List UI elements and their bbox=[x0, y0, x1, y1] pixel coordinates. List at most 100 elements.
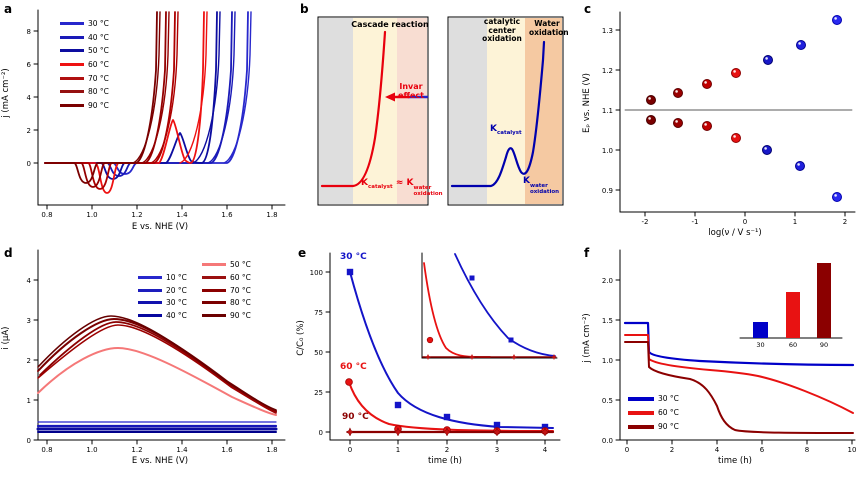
legend-item: 40 °C bbox=[60, 33, 109, 42]
legend-swatch bbox=[202, 263, 226, 266]
legend-item: 70 °C bbox=[202, 286, 251, 295]
k-symbol: K bbox=[406, 178, 414, 188]
point-highlight bbox=[733, 135, 736, 138]
x-tick-label: 1.2 bbox=[131, 446, 142, 454]
bar-label: 90 bbox=[820, 341, 828, 349]
x-tick-label: 8 bbox=[805, 446, 809, 454]
invar-effect-label: Invar effect bbox=[398, 82, 424, 101]
point-anodic bbox=[731, 68, 741, 78]
y-tick-label: 1 bbox=[27, 397, 31, 405]
stability-30C bbox=[623, 321, 855, 367]
inset-marker-star bbox=[469, 354, 475, 360]
band-gray bbox=[449, 18, 487, 204]
x-tick-label: 2 bbox=[843, 218, 847, 226]
point-highlight bbox=[704, 81, 707, 84]
k-subscript-line: water bbox=[529, 183, 548, 189]
k-subscript: catalyst bbox=[367, 183, 393, 190]
panel-c-y-axis-title: Eₚ vs. NHE (V) bbox=[582, 73, 592, 133]
point-highlight bbox=[797, 163, 800, 166]
legend-label: 10 °C bbox=[166, 273, 187, 282]
point-highlight bbox=[765, 57, 768, 60]
marker-square bbox=[346, 268, 354, 276]
x-tick-label: 6 bbox=[760, 446, 765, 454]
panel-f-y-axis-title: j (mA cm⁻²) bbox=[582, 313, 592, 363]
k-symbol: K bbox=[490, 124, 497, 134]
panel-label-f: f bbox=[584, 246, 590, 260]
panel-a-y-axis-title: j (mA cm⁻²) bbox=[1, 68, 11, 118]
panel-label-e: e bbox=[298, 246, 307, 260]
point-highlight bbox=[834, 17, 837, 20]
x-tick-label: 1.0 bbox=[86, 211, 97, 219]
marker-square bbox=[443, 413, 451, 421]
bell-chart: 0.8 1.0 1.2 1.4 1.6 1.8 0 1 2 3 4 bbox=[27, 249, 286, 454]
band-cream bbox=[353, 18, 397, 204]
panel-label-b: b bbox=[300, 2, 309, 16]
point-anodic bbox=[832, 15, 842, 25]
panel-label-a: a bbox=[4, 2, 13, 16]
cv-80C-return bbox=[141, 11, 170, 164]
stability-60C bbox=[624, 334, 854, 414]
point-highlight bbox=[733, 70, 736, 73]
x-tick-label: 1.6 bbox=[221, 446, 233, 454]
y-tick-label: 8 bbox=[27, 28, 31, 36]
legend-swatch bbox=[60, 90, 84, 93]
bar-90C bbox=[817, 263, 831, 338]
point-anodic bbox=[763, 55, 773, 65]
decay-30C bbox=[349, 271, 554, 429]
legend-swatch bbox=[202, 314, 226, 317]
y-tick-label: 1.0 bbox=[602, 357, 613, 365]
legend-swatch bbox=[60, 63, 84, 66]
y-tick-label: 6 bbox=[27, 61, 32, 69]
panel-f-stability-plot: 0 2 4 6 8 10 0.0 0.5 1.0 1.5 2.0 30 60 90 j (mA cm⁻²)… bbox=[580, 245, 862, 481]
stepwise-curve bbox=[450, 40, 546, 188]
point-highlight bbox=[675, 90, 678, 93]
bar-30C bbox=[753, 322, 768, 338]
point-cathodic bbox=[673, 118, 683, 128]
water-oxidation-title: Water oxidation bbox=[529, 19, 569, 37]
legend-swatch bbox=[60, 77, 84, 80]
cv-40C bbox=[44, 11, 233, 177]
legend-swatch bbox=[628, 424, 654, 429]
legend-item: 60 °C bbox=[202, 273, 251, 282]
box-left bbox=[317, 16, 429, 206]
legend-label: 60 °C bbox=[658, 408, 679, 417]
cv-50C-return bbox=[192, 11, 221, 164]
inset-decay-60C bbox=[423, 262, 491, 358]
x-tick-label: 1.4 bbox=[176, 446, 188, 454]
point-highlight bbox=[834, 194, 837, 197]
point-anodic bbox=[796, 40, 806, 50]
legend-label: 70 °C bbox=[88, 74, 109, 83]
k-subscript-line: water bbox=[413, 185, 432, 191]
k-subscript-line: oxidation bbox=[529, 188, 560, 195]
inset-marker-circle bbox=[426, 336, 434, 344]
cv-70C-return bbox=[150, 11, 179, 164]
legend-item: 60 °C bbox=[60, 60, 109, 69]
band-pink bbox=[397, 18, 427, 204]
point-cathodic bbox=[646, 115, 656, 125]
bar-60C bbox=[786, 292, 800, 338]
marker-star bbox=[492, 427, 502, 437]
legend-label: 90 °C bbox=[658, 422, 679, 431]
point-highlight bbox=[704, 123, 707, 126]
marker-star bbox=[540, 427, 550, 437]
y-tick-label: 25 bbox=[314, 389, 323, 397]
k-subscript-line: oxidation bbox=[413, 190, 443, 197]
k-symbol: K bbox=[361, 178, 368, 188]
y-tick-label: 4 bbox=[27, 94, 32, 102]
point-cathodic bbox=[731, 133, 741, 143]
cascade-curve bbox=[320, 30, 387, 188]
y-tick-label: 2.0 bbox=[602, 277, 613, 285]
k-catalyst-label: Kcatalyst bbox=[490, 124, 522, 136]
legend-item: 10 °C bbox=[138, 273, 187, 282]
x-tick-label: 4 bbox=[543, 446, 548, 454]
x-tick-label: 0.8 bbox=[41, 211, 52, 219]
bell-60C bbox=[39, 321, 277, 413]
y-tick-label: 4 bbox=[27, 277, 32, 285]
cv-60C-return bbox=[179, 11, 208, 164]
point-highlight bbox=[798, 42, 801, 45]
bell-50C bbox=[37, 347, 277, 416]
panel-a-x-axis-title: E vs. NHE (V) bbox=[131, 222, 189, 232]
marker-star bbox=[393, 427, 403, 437]
legend-swatch bbox=[138, 276, 162, 279]
